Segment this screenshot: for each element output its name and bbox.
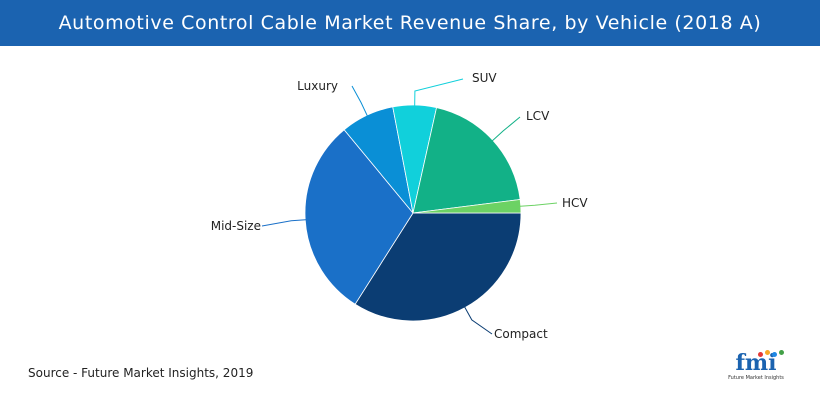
logo-dot <box>779 350 784 355</box>
slice-label-mid-size: Mid-Size <box>211 219 261 233</box>
slice-label-luxury: Luxury <box>297 79 338 93</box>
fmi-logo: fmi Future Market Insights <box>728 350 784 386</box>
leader-line-mid-size <box>261 218 312 227</box>
pie-labels: Compact Mid-Size Luxury SUV LCV HCV <box>211 71 589 341</box>
pie-leader-lines <box>261 78 558 335</box>
leader-line-luxury <box>351 85 371 121</box>
leader-line-suv <box>414 78 464 112</box>
logo-dot <box>758 352 763 357</box>
source-note: Source - Future Market Insights, 2019 <box>28 366 254 380</box>
slice-label-lcv: LCV <box>526 109 550 123</box>
chart-title: Automotive Control Cable Market Revenue … <box>58 12 762 34</box>
logo-word: fmi <box>735 350 777 376</box>
logo-tagline: Future Market Insights <box>728 375 784 381</box>
leader-line-compact <box>461 302 493 335</box>
logo-dots <box>758 350 788 358</box>
pie-slices <box>304 104 522 322</box>
slice-label-suv: SUV <box>472 71 497 85</box>
logo-dot <box>765 350 770 355</box>
slice-label-hcv: HCV <box>562 196 588 210</box>
title-bar: Automotive Control Cable Market Revenue … <box>0 0 820 46</box>
leader-line-lcv <box>488 116 521 145</box>
leader-line-hcv <box>514 202 558 208</box>
slice-label-compact: Compact <box>494 327 548 341</box>
logo-dot <box>772 352 777 357</box>
